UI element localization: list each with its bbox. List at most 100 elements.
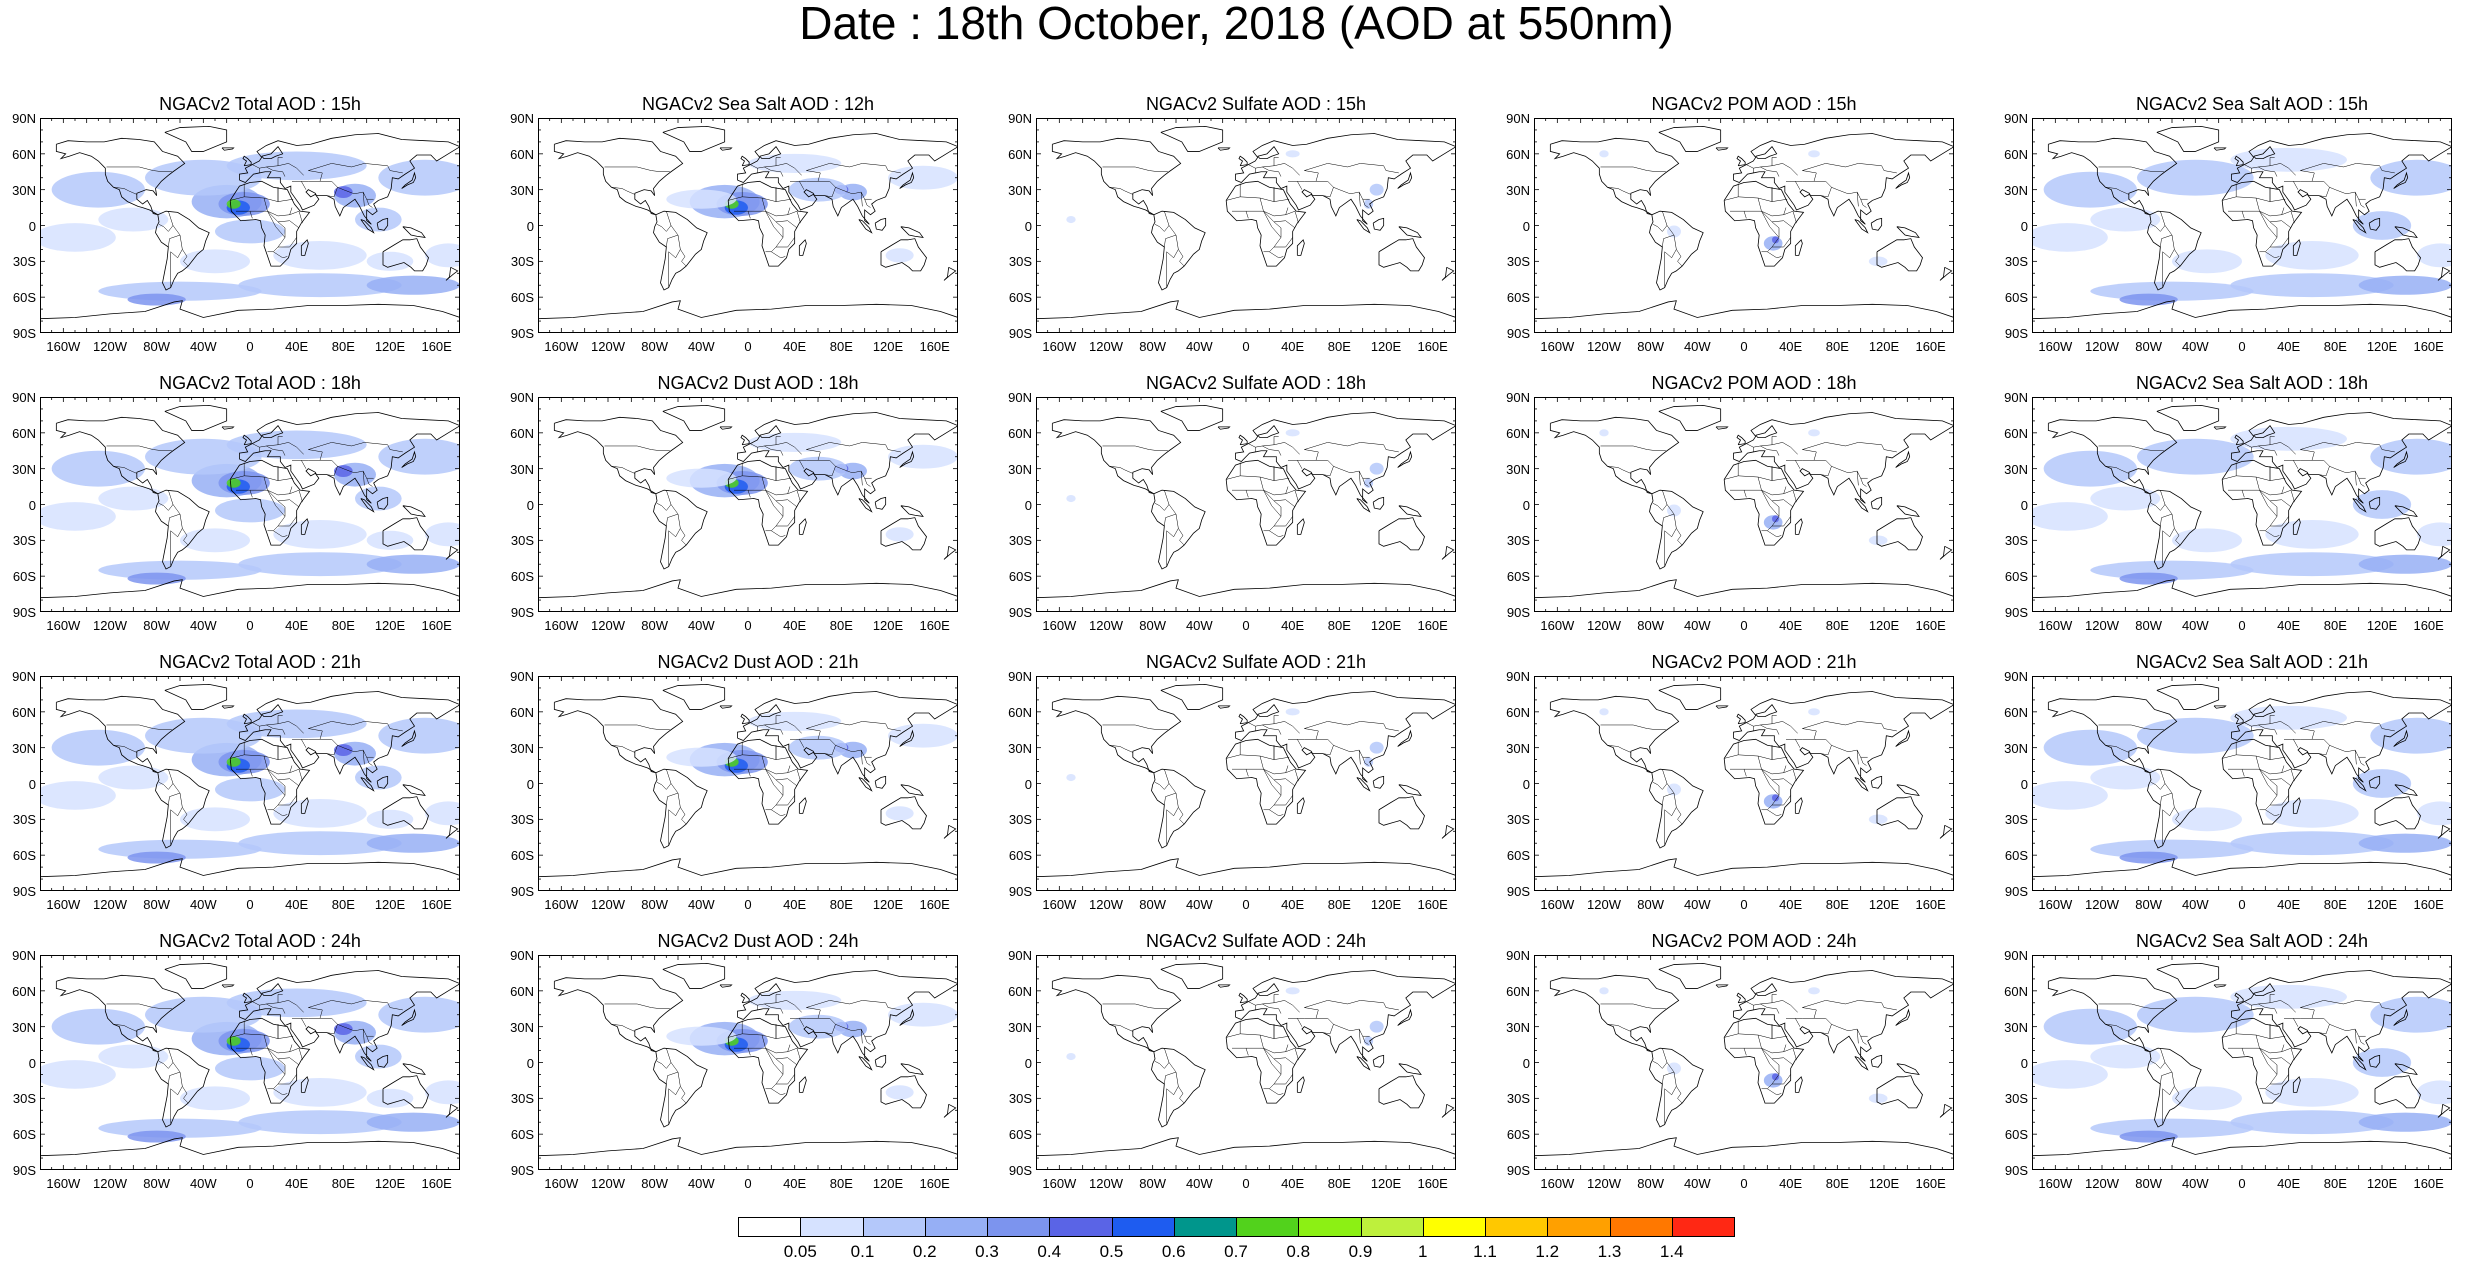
aod-shading	[1667, 1062, 1681, 1075]
aod-shading	[2370, 717, 2452, 754]
coastline	[1160, 125, 1224, 152]
lat-tick-label: 30S	[1506, 1091, 1530, 1107]
coastline	[360, 1056, 375, 1071]
coastline	[899, 171, 915, 189]
lat-tick-label: 60S	[2004, 569, 2028, 585]
country-border	[1226, 462, 1241, 480]
country-border	[1154, 769, 1170, 790]
country-border	[765, 769, 784, 796]
lon-tick-label: 0	[744, 1176, 752, 1191]
country-border	[775, 163, 802, 176]
coastline	[1441, 1103, 1455, 1118]
country-border	[170, 504, 183, 538]
coastline	[719, 147, 733, 151]
coastline	[759, 983, 782, 997]
lon-tick-label: 160E	[1915, 897, 1946, 912]
lon-tick-label: 120W	[1587, 618, 1621, 633]
lon-tick-label: 40E	[1281, 618, 1305, 633]
lon-tick-label: 120W	[1587, 1176, 1621, 1191]
lon-tick-label: 160W	[2038, 1176, 2073, 1191]
coastline	[1870, 496, 1883, 510]
country-border	[277, 220, 300, 229]
lon-tick-label: 40E	[2277, 897, 2301, 912]
country-border	[806, 442, 901, 461]
lon-tick-label: 80E	[2323, 339, 2347, 354]
country-border	[292, 739, 307, 748]
country-border	[1262, 445, 1282, 456]
country-border	[2269, 1057, 2292, 1066]
country-border	[1274, 237, 1293, 248]
coastline	[1939, 1103, 1953, 1118]
coastline	[1939, 545, 1953, 560]
country-border	[2174, 807, 2181, 825]
coastline	[1356, 219, 1371, 234]
coastline	[2156, 404, 2220, 431]
lon-tick-label: 0	[744, 339, 752, 354]
coastline	[2032, 1137, 2452, 1157]
coastline	[874, 496, 887, 510]
coastline	[1736, 713, 1746, 725]
colorbar-swatch	[1173, 1217, 1237, 1237]
country-border	[2269, 745, 2286, 760]
coastline	[2437, 266, 2451, 281]
coastline	[1051, 416, 1182, 495]
country-border	[106, 1003, 172, 1009]
coastline	[376, 496, 389, 510]
country-border	[158, 1048, 174, 1069]
panel-title: NGACv2 Sulfate AOD : 15h	[1145, 94, 1367, 114]
aod-shading	[40, 1060, 116, 1089]
coastline	[1296, 1076, 1305, 1093]
country-border	[1274, 795, 1293, 806]
aod-shading	[334, 186, 353, 199]
lon-tick-label: 0	[744, 897, 752, 912]
lat-tick-label: 0	[1522, 1055, 1530, 1071]
coastline	[553, 416, 684, 495]
coastline	[40, 579, 460, 599]
world-map	[1534, 118, 1954, 333]
coastline	[1733, 970, 1954, 1062]
country-border	[1771, 1057, 1794, 1066]
country-border	[1746, 715, 1777, 727]
aod-shading	[40, 781, 116, 810]
world-map	[1036, 955, 1456, 1170]
lon-tick-label: 120W	[93, 339, 127, 354]
country-border	[771, 809, 786, 817]
country-border	[2270, 1074, 2289, 1085]
coastline	[662, 683, 726, 710]
country-border	[668, 225, 681, 259]
coastline	[2213, 705, 2227, 709]
lon-tick-label: 80E	[829, 618, 853, 633]
aod-shading	[98, 1044, 169, 1069]
country-border	[1795, 1018, 1832, 1035]
country-border	[273, 1088, 288, 1096]
aod-shading	[273, 241, 367, 270]
world-map	[40, 955, 460, 1170]
aod-shading	[1285, 429, 1300, 437]
lon-tick-label: 40E	[1779, 1176, 1803, 1191]
lon-tick-label: 120W	[2085, 897, 2119, 912]
coastline	[1794, 1076, 1803, 1093]
country-border	[2236, 1024, 2271, 1039]
coastline	[2156, 962, 2220, 989]
lon-tick-label: 80E	[1327, 1176, 1351, 1191]
country-border	[750, 994, 781, 1006]
coastline	[445, 1103, 459, 1118]
coastline	[55, 137, 186, 216]
country-border	[775, 721, 802, 734]
country-border	[2284, 739, 2299, 748]
country-border	[666, 1071, 679, 1085]
coastline	[1441, 266, 1455, 281]
lat-tick-label: 30N	[1506, 461, 1530, 477]
country-border	[1607, 187, 1631, 195]
country-border	[765, 768, 784, 811]
lat-tick-label: 60N	[1506, 146, 1530, 162]
country-border	[1767, 530, 1782, 538]
aod-shading	[2230, 552, 2394, 577]
country-border	[1288, 1018, 1303, 1027]
lon-tick-label: 120E	[2366, 897, 2398, 912]
coastline	[2047, 974, 2178, 1053]
country-border	[1362, 757, 1369, 766]
country-border	[776, 237, 795, 248]
aod-shading	[226, 199, 241, 209]
coastline	[880, 796, 927, 830]
